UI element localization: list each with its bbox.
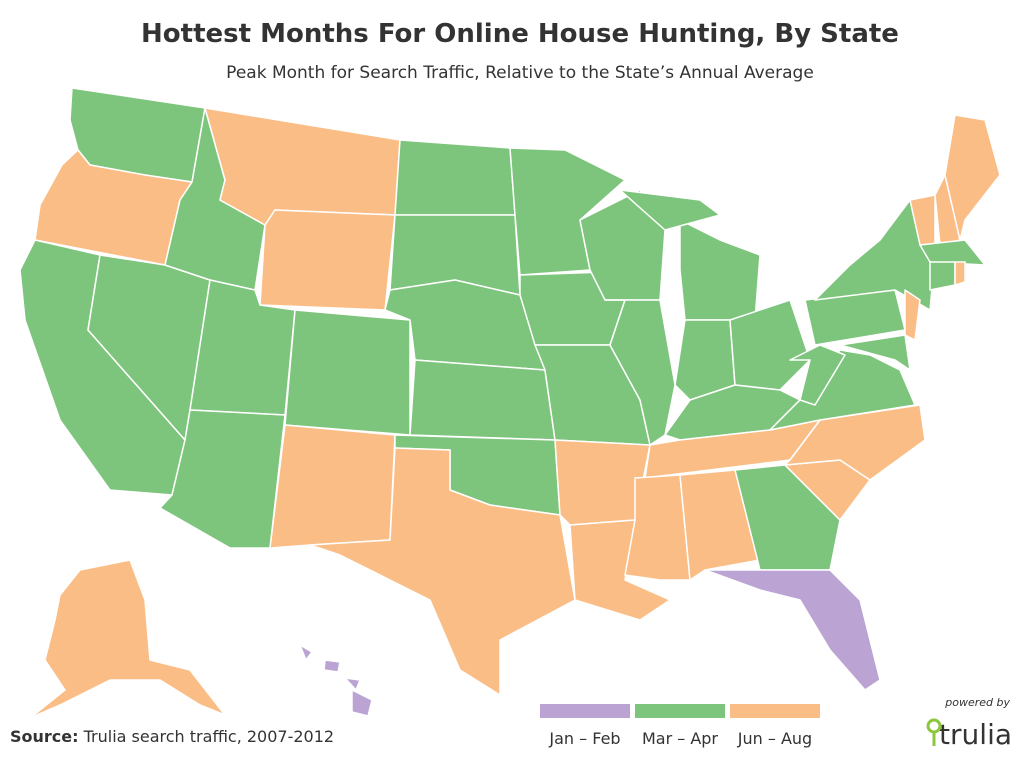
state bbox=[769, 349, 916, 431]
logo: trulia bbox=[939, 718, 1012, 751]
legend-label: Jan – Feb bbox=[548, 729, 620, 748]
state bbox=[309, 447, 576, 696]
state bbox=[904, 289, 921, 341]
state bbox=[204, 107, 401, 226]
state bbox=[679, 469, 761, 581]
state bbox=[624, 474, 691, 581]
state bbox=[394, 139, 516, 216]
source-label: Source: bbox=[10, 727, 79, 746]
state bbox=[679, 219, 761, 321]
legend-label: Mar – Apr bbox=[642, 729, 718, 748]
state bbox=[954, 261, 966, 286]
state bbox=[299, 644, 313, 661]
title: Hottest Months For Online House Hunting,… bbox=[141, 19, 899, 49]
state bbox=[351, 689, 373, 717]
state bbox=[729, 299, 811, 391]
state bbox=[734, 464, 841, 571]
state bbox=[619, 189, 721, 231]
state bbox=[29, 559, 226, 719]
state bbox=[789, 344, 846, 406]
legend-swatch bbox=[635, 704, 725, 718]
state bbox=[269, 424, 396, 549]
state bbox=[284, 309, 411, 436]
state bbox=[323, 659, 341, 673]
legend-label: Jun – Aug bbox=[737, 729, 812, 748]
legend-swatch bbox=[540, 704, 630, 718]
powered-by: powered by bbox=[944, 696, 1010, 709]
legend: Jan – Feb Mar – Apr Jun – Aug bbox=[540, 704, 820, 748]
state bbox=[919, 239, 986, 266]
source: Source: Trulia search traffic, 2007-2012 bbox=[10, 727, 334, 746]
state bbox=[704, 569, 881, 691]
state bbox=[839, 334, 911, 371]
states bbox=[19, 87, 1001, 719]
state bbox=[259, 209, 396, 311]
legend-swatch bbox=[730, 704, 820, 718]
state bbox=[344, 677, 361, 691]
state bbox=[929, 261, 956, 291]
source-text: Trulia search traffic, 2007-2012 bbox=[83, 727, 334, 746]
state bbox=[409, 359, 556, 441]
subtitle: Peak Month for Search Traffic, Relative … bbox=[226, 63, 814, 83]
state bbox=[159, 409, 286, 549]
